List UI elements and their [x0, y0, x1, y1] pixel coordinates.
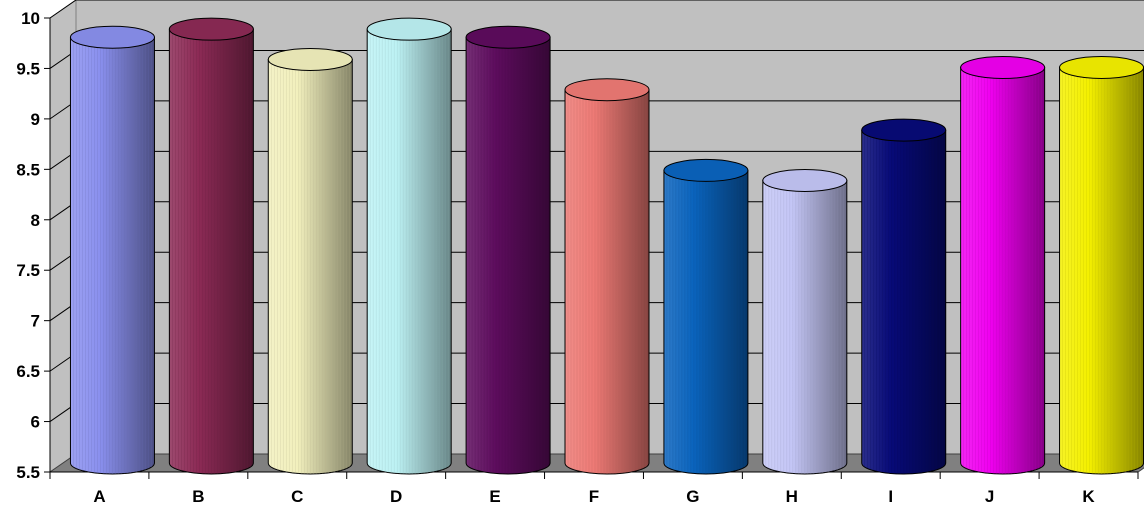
x-category-label: F — [589, 487, 599, 506]
axis-labels: 5.5 6 6.5 7 7.5 8 8.5 9 9.5 10 A B C D E F G H I J K — [16, 9, 1095, 506]
y-tick-label: 8.5 — [16, 160, 40, 179]
bar-body — [267, 58, 353, 475]
bar-cap — [564, 78, 650, 102]
y-tick-label: 10 — [21, 9, 40, 28]
x-category-label: K — [1082, 487, 1095, 506]
x-category-label: B — [192, 487, 204, 506]
y-tick-label: 7.5 — [16, 261, 40, 280]
bar-cap — [168, 17, 254, 41]
bar-body — [564, 89, 650, 475]
bar-body — [366, 28, 452, 475]
x-category-label: J — [985, 487, 994, 506]
bar-body — [465, 36, 551, 475]
x-category-label: E — [489, 487, 500, 506]
y-tick-label: 5.5 — [16, 463, 40, 482]
y-tick-label: 7 — [31, 312, 40, 331]
bar-body — [960, 67, 1046, 475]
bar-I — [861, 118, 947, 475]
y-tick-label: 9.5 — [16, 59, 40, 78]
bar-body — [69, 36, 155, 475]
bar-cap — [663, 158, 749, 182]
x-category-label: D — [390, 487, 402, 506]
bar-cap — [1059, 56, 1144, 80]
x-category-label: A — [93, 487, 105, 506]
bar-cap — [960, 56, 1046, 80]
bar-A — [69, 25, 155, 475]
bar-B — [168, 17, 254, 475]
bars — [69, 17, 1144, 475]
x-category-label: I — [888, 487, 893, 506]
x-category-label: G — [686, 487, 699, 506]
y-tick-label: 6.5 — [16, 362, 40, 381]
bar-body — [168, 28, 254, 475]
bar-body — [1059, 67, 1144, 475]
x-category-label: H — [786, 487, 798, 506]
bar-C — [267, 47, 353, 475]
y-tick-label: 6 — [31, 413, 40, 432]
bar-cap — [861, 118, 947, 142]
bar-cap — [762, 169, 848, 193]
bar-body — [762, 180, 848, 475]
bar-J — [960, 56, 1046, 475]
x-category-label: C — [291, 487, 303, 506]
bar-H — [762, 169, 848, 475]
y-tick-label: 9 — [31, 110, 40, 129]
bar-G — [663, 158, 749, 475]
gridline — [49, 0, 1144, 19]
bar-cap — [465, 25, 551, 49]
bar-K — [1059, 56, 1144, 475]
bar-E — [465, 25, 551, 475]
bar-cap — [267, 47, 353, 71]
bar-F — [564, 78, 650, 475]
bar-body — [861, 129, 947, 475]
bar-cap — [69, 25, 155, 49]
bar-cap — [366, 17, 452, 41]
bar-body — [663, 169, 749, 475]
y-tick-label: 8 — [31, 211, 40, 230]
bar-D — [366, 17, 452, 475]
